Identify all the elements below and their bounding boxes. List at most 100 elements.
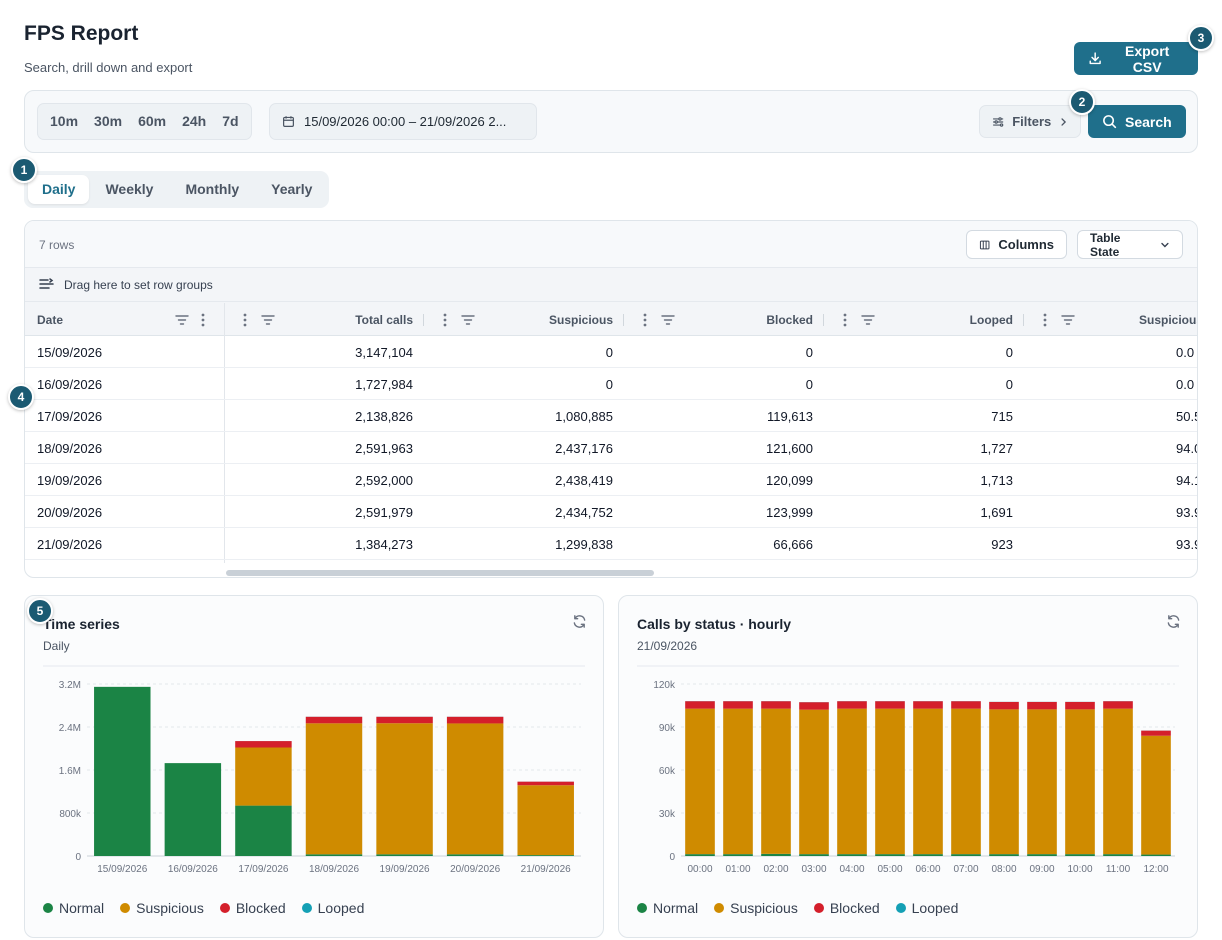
header-suspicious-filter[interactable] [461,302,475,337]
header-suspicious[interactable]: Suspicious [548,312,613,327]
bar-normal [235,805,292,856]
header-suspicious-menu[interactable] [443,302,447,337]
bar-blocked [1065,701,1095,710]
x-tick-label: 19/09/2026 [380,864,430,875]
header-date-filter[interactable] [175,302,189,337]
header-looped-menu[interactable] [843,302,847,337]
legend-blocked[interactable]: Blocked [813,900,880,916]
legend-suspicious[interactable]: Suspicious [120,900,204,916]
header-resize-handle[interactable] [823,314,824,326]
header-suspicious-pct[interactable]: Suspicious [1139,312,1198,327]
row-group-icon [39,278,54,289]
x-tick-label: 15/09/2026 [97,864,147,875]
bar-suspicious [305,723,363,855]
cell-total-calls: 2,591,979 [355,504,413,520]
cell-date: 16/09/2026 [37,376,103,392]
x-tick-label: 08:00 [991,864,1016,875]
y-tick-label: 0 [669,852,675,863]
x-tick-label: 01:00 [725,864,750,875]
table-row[interactable]: 16/09/2026 1,727,984 0 0 0 0.0 [25,368,1197,400]
table-row[interactable]: 20/09/2026 2,591,979 2,434,752 123,999 1… [25,496,1197,528]
page-subtitle: Search, drill down and export [24,60,193,75]
export-csv-button[interactable]: Export CSV [1074,42,1198,75]
date-range-field[interactable]: 15/09/2026 00:00 – 21/09/2026 2... [269,103,537,140]
legend-looped[interactable]: Looped [301,900,364,916]
x-tick-label: 18/09/2026 [309,864,359,875]
bar-blocked [951,701,981,709]
header-blocked[interactable]: Blocked [766,312,813,327]
header-total-calls[interactable]: Total calls [355,312,413,327]
filters-label: Filters [1012,114,1052,129]
header-blocked-filter[interactable] [661,302,675,337]
search-button[interactable]: Search [1088,105,1186,138]
header-date-menu[interactable] [201,302,205,337]
columns-label: Columns [998,237,1054,252]
range-24h[interactable]: 24h [182,113,207,129]
cell-suspicious: 1,299,838 [555,536,613,552]
bar-suspicious [913,708,943,855]
range-60m[interactable]: 60m [138,113,167,129]
refresh-icon[interactable] [572,614,587,629]
chart-legend: Normal Suspicious Blocked Looped [637,900,958,916]
header-looped-filter[interactable] [861,302,875,337]
header-total-calls-menu[interactable] [243,302,247,337]
tab-yearly[interactable]: Yearly [271,181,313,197]
range-30m[interactable]: 30m [94,113,123,129]
export-csv-label: Export CSV [1125,42,1170,75]
legend-normal[interactable]: Normal [637,900,698,916]
bar-suspicious [1141,735,1171,855]
cell-suspicious-pct: 0.0 [1176,376,1195,392]
header-resize-handle[interactable] [623,314,624,326]
bar-blocked [446,716,504,724]
legend-normal[interactable]: Normal [43,900,104,916]
bar-normal [305,854,363,856]
search-icon [1103,115,1117,129]
bar-blocked [761,701,791,709]
bar-normal [989,854,1019,856]
grid-header-row: Date Total calls Suspicious [25,301,1197,336]
step-badge-3: 3 [1188,25,1214,51]
header-looped[interactable]: Looped [969,312,1013,327]
y-tick-label: 120k [653,680,676,691]
y-tick-label: 3.2M [59,680,81,691]
bar-suspicious [517,785,574,856]
horizontal-scrollbar[interactable] [226,570,654,576]
bar-blocked [376,716,433,724]
columns-icon [979,240,990,249]
bar-blocked [685,701,715,709]
tab-monthly[interactable]: Monthly [185,181,240,197]
x-tick-label: 11:00 [1106,864,1131,875]
header-resize-handle[interactable] [423,314,424,326]
cell-looped: 923 [991,536,1013,552]
legend-suspicious[interactable]: Suspicious [714,900,798,916]
legend-blocked[interactable]: Blocked [219,900,286,916]
header-suspicious-pct-filter[interactable] [1061,302,1075,337]
tab-weekly[interactable]: Weekly [105,181,154,197]
table-row[interactable]: 17/09/2026 2,138,826 1,080,885 119,613 7… [25,400,1197,432]
header-total-calls-filter[interactable] [261,302,275,337]
header-blocked-menu[interactable] [643,302,647,337]
table-row[interactable]: 15/09/2026 3,147,104 0 0 0 0.0 [25,336,1197,368]
range-10m[interactable]: 10m [50,113,79,129]
table-row[interactable]: 18/09/2026 2,591,963 2,437,176 121,600 1… [25,432,1197,464]
header-suspicious-pct-menu[interactable] [1043,302,1047,337]
bar-normal [1141,854,1171,856]
columns-button[interactable]: Columns [966,230,1067,259]
refresh-icon[interactable] [1166,614,1181,629]
table-row[interactable]: 19/09/2026 2,592,000 2,438,419 120,099 1… [25,464,1197,496]
tab-daily[interactable]: Daily [28,175,90,204]
y-tick-label: 2.4M [59,723,81,734]
range-7d[interactable]: 7d [222,113,239,129]
x-tick-label: 21/09/2026 [521,864,571,875]
filter-icon [861,314,875,325]
header-resize-handle[interactable] [1023,314,1024,326]
table-state-dropdown[interactable]: Table State [1077,230,1183,259]
row-group-dropzone[interactable]: Drag here to set row groups [25,267,1197,301]
bar-normal [875,854,905,856]
header-date[interactable]: Date [37,312,64,327]
filters-button[interactable]: Filters [979,105,1081,138]
chart-subtitle: Daily [43,639,70,653]
legend-looped[interactable]: Looped [895,900,958,916]
table-row[interactable]: 21/09/2026 1,384,273 1,299,838 66,666 92… [25,528,1197,560]
legend-swatch [120,903,131,913]
